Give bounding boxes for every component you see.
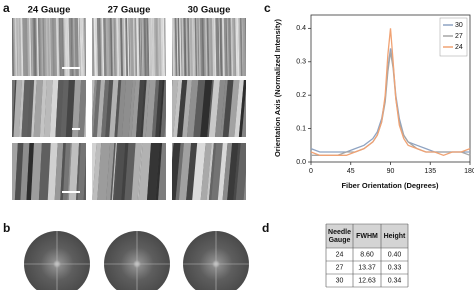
- legend-label: 30: [455, 22, 463, 29]
- series-line: [310, 48, 470, 153]
- x-tick-label: 45: [347, 168, 355, 175]
- legend: 30 27 24: [439, 17, 468, 57]
- fft-image: [183, 231, 249, 290]
- panel-label: c: [264, 1, 271, 15]
- table-header: Needle Gauge: [328, 229, 351, 244]
- fft-images: [24, 231, 249, 290]
- table-header: FWHM: [356, 233, 378, 240]
- y-tick-label: 0.0: [296, 159, 306, 166]
- legend-label: 27: [455, 33, 463, 40]
- fft-image: [24, 231, 90, 290]
- x-axis-label: Fiber Orientation (Degrees): [341, 181, 439, 190]
- chart: 0.0 0.1 0.2 0.3 0.4 0 45 90 135 180 30 27 24: [296, 17, 474, 175]
- micrograph: [92, 80, 166, 137]
- y-tick-label: 0.1: [296, 125, 306, 132]
- micrograph: [12, 143, 86, 200]
- legend-label: 24: [455, 44, 463, 51]
- micrograph: [92, 18, 166, 76]
- y-tick-label: 0.2: [296, 92, 306, 99]
- micrograph: [172, 80, 246, 137]
- micrograph: [92, 143, 166, 200]
- table-cell: 24: [336, 251, 344, 258]
- table-cell: 8.60: [360, 251, 374, 258]
- table-cell: 0.40: [388, 251, 402, 258]
- table: Needle Gauge FWHM Height 24 8.60 0.40 27 13.37 0.…: [325, 223, 409, 288]
- table-cell: 12.63: [358, 277, 376, 284]
- column-header: 27 Gauge: [108, 5, 151, 16]
- micrograph: [12, 80, 86, 137]
- x-tick-label: 90: [387, 168, 395, 175]
- fft-image: [104, 231, 170, 290]
- column-header: 24 Gauge: [28, 5, 71, 16]
- table-cell: 13.37: [358, 264, 376, 271]
- micrograph: [172, 143, 246, 200]
- y-tick-label: 0.4: [296, 25, 306, 32]
- table-cell: 0.33: [388, 264, 402, 271]
- panel-label: d: [262, 221, 269, 235]
- micrograph-grid: [12, 18, 246, 200]
- series-line: [311, 51, 471, 156]
- table-header: Height: [384, 233, 406, 240]
- table-cell: 0.34: [388, 277, 402, 284]
- table-cell: 27: [336, 264, 344, 271]
- x-tick-label: 135: [424, 168, 436, 175]
- x-tick-label: 180: [464, 168, 474, 175]
- table-cell: 30: [336, 277, 344, 284]
- panel-label: b: [3, 221, 10, 235]
- x-tick-label: 0: [309, 168, 313, 175]
- column-header: 30 Gauge: [188, 5, 231, 16]
- micrograph: [12, 18, 86, 76]
- series-line: [310, 28, 471, 157]
- y-axis-label: Orientation Axis (Normalized Intensity): [273, 18, 282, 157]
- y-tick-label: 0.3: [296, 59, 306, 66]
- panel-label: a: [3, 1, 10, 15]
- micrograph: [172, 18, 246, 76]
